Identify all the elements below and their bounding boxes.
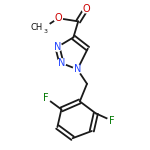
Text: 3: 3 <box>44 29 48 34</box>
Text: N: N <box>74 64 81 74</box>
Circle shape <box>57 59 66 67</box>
Text: O: O <box>54 13 62 23</box>
Text: N: N <box>54 42 61 52</box>
Circle shape <box>73 65 82 74</box>
Circle shape <box>108 116 116 125</box>
Text: N: N <box>58 58 65 68</box>
Circle shape <box>53 43 62 51</box>
Circle shape <box>42 94 50 102</box>
Text: F: F <box>109 116 115 126</box>
Text: CH: CH <box>31 23 43 32</box>
Text: F: F <box>43 93 49 103</box>
Text: O: O <box>82 4 90 14</box>
Circle shape <box>82 4 90 13</box>
Circle shape <box>54 14 62 22</box>
Circle shape <box>37 21 50 34</box>
